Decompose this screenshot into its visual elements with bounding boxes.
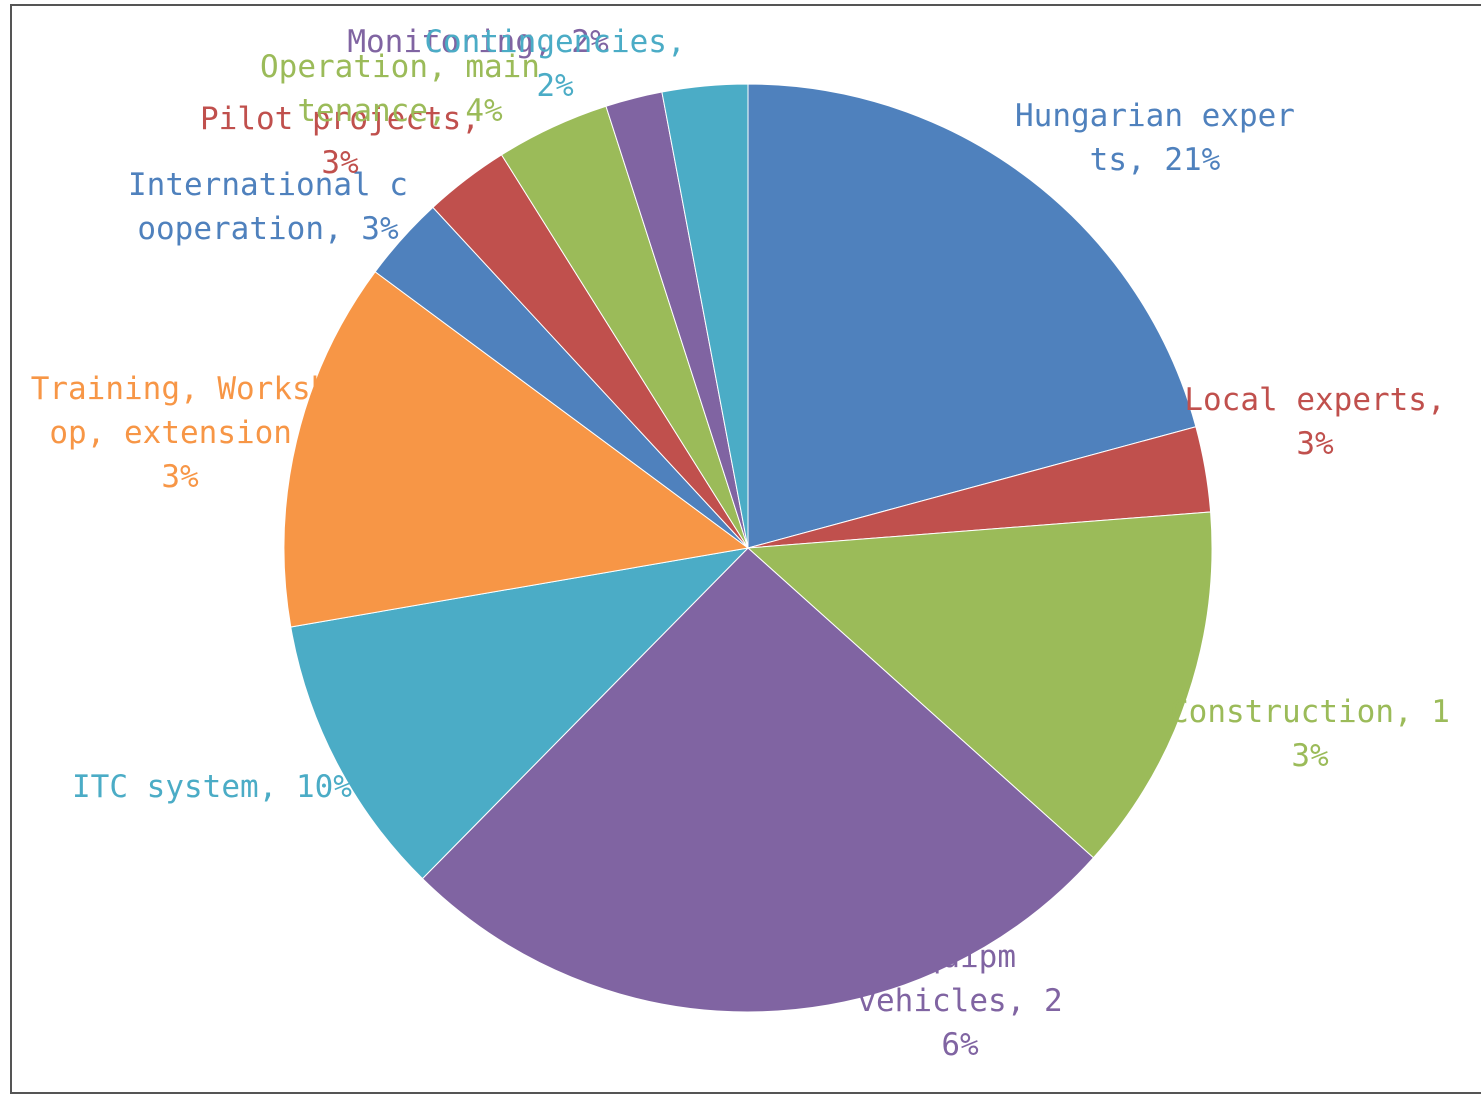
- slice-label-1-line-0: Local experts,: [1184, 382, 1445, 418]
- slice-label-0-line-1: ts, 21%: [1090, 142, 1221, 178]
- slice-label-3-line-1: vehicles, 2: [857, 983, 1062, 1019]
- slice-label-3-line-2: 6%: [941, 1027, 979, 1063]
- pie-slice-2: [746, 511, 1213, 859]
- slice-label-8: Operation, main tenance, 4%: [260, 49, 540, 129]
- slice-label-0-line-0: Hungarian exper: [1015, 98, 1295, 134]
- slice-label-5: Training, Worksh op, extension, 3%: [31, 371, 330, 495]
- slice-label-10: Contingencies, 2%: [424, 24, 685, 104]
- slice-label-10-line-1: 2%: [536, 68, 574, 104]
- slice-label-5-line-0: Training, Worksh: [31, 371, 330, 407]
- slice-label-2-line-1: 3%: [1291, 738, 1329, 774]
- slice-label-3-line-0: equipm: [904, 939, 1016, 975]
- slice-label-7-line-0: Pilot projects,: [200, 101, 480, 137]
- labels-layer: Hungarian exper ts, 21%Local experts, 3%Co…: [31, 24, 1450, 1063]
- slice-label-8-line-0: Operation, main: [260, 49, 540, 85]
- pie-slice-5: [283, 271, 750, 628]
- slice-label-3: equipm vehicles, 2 6%: [857, 939, 1062, 1063]
- slice-label-4: ITC system, 10%: [72, 769, 352, 805]
- slice-label-10-line-0: Contingencies,: [424, 24, 685, 60]
- slice-label-9-line-0: Monitoring, 2%: [347, 24, 609, 60]
- slice-label-6-line-1: ooperation, 3%: [137, 211, 399, 247]
- pie-slice-0: [747, 83, 1197, 549]
- slice-label-7: Pilot projects, 3%: [200, 101, 480, 181]
- slice-label-5-line-1: op, extension,: [49, 415, 310, 451]
- slice-label-1: Local experts, 3%: [1184, 382, 1445, 462]
- slice-label-6: International c ooperation, 3%: [128, 167, 408, 247]
- slices-layer: [283, 83, 1213, 1013]
- slice-label-6-line-0: International c: [128, 167, 408, 203]
- slice-label-2-line-0: Construction, 1: [1170, 694, 1450, 730]
- slice-label-7-line-1: 3%: [321, 145, 359, 181]
- slice-label-1-line-1: 3%: [1296, 426, 1334, 462]
- pie-slice-4: [290, 547, 750, 880]
- slice-label-0: Hungarian exper ts, 21%: [1015, 98, 1295, 178]
- slice-label-4-line-0: ITC system, 10%: [72, 769, 352, 805]
- slice-label-5-line-2: 3%: [161, 459, 199, 495]
- pie-slice-3: [421, 547, 1095, 1013]
- slice-label-8-line-1: tenance, 4%: [297, 93, 503, 129]
- pie-slice-10: [661, 83, 749, 549]
- slice-label-2: Construction, 1 3%: [1170, 694, 1450, 774]
- slice-label-9: Monitoring, 2%: [347, 24, 609, 60]
